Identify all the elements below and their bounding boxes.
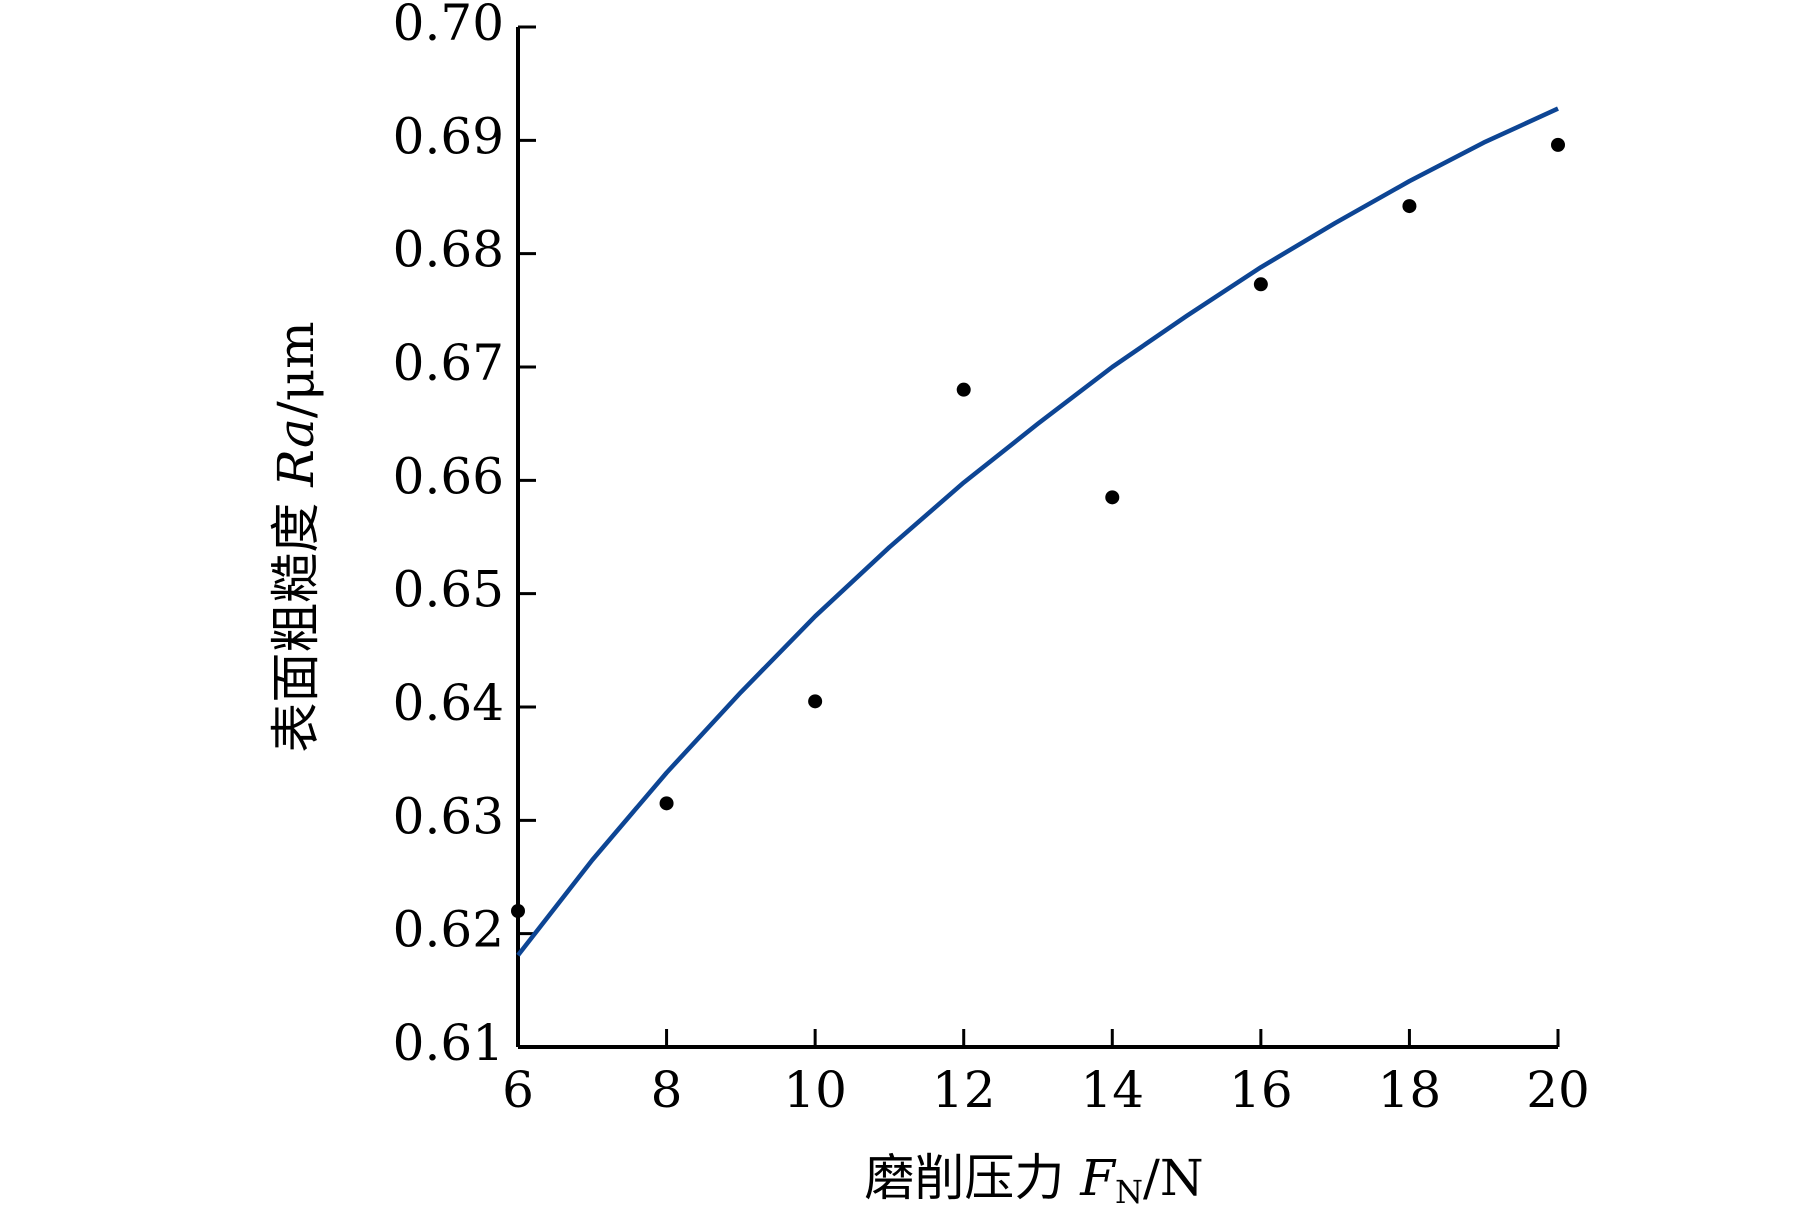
x-tick-label: 14 xyxy=(1080,1061,1144,1119)
y-tick-label: 0.65 xyxy=(393,561,504,619)
y-axis-title-unit: /μm xyxy=(267,321,325,418)
y-tick-label: 0.64 xyxy=(393,674,504,732)
data-point xyxy=(808,694,823,709)
y-tick-label: 0.69 xyxy=(393,107,504,165)
data-point xyxy=(659,796,674,811)
x-tick-label: 8 xyxy=(651,1061,683,1119)
data-point xyxy=(511,904,525,918)
y-tick-label: 0.62 xyxy=(393,901,504,959)
data-point xyxy=(956,382,971,397)
y-tick-label: 0.63 xyxy=(393,787,504,845)
x-axis-title-symbol: F xyxy=(1079,1149,1117,1207)
x-tick-label: 16 xyxy=(1229,1061,1293,1119)
y-tick-label: 0.70 xyxy=(393,0,504,52)
y-tick-label: 0.61 xyxy=(393,1014,504,1072)
fit-curve xyxy=(516,106,1559,957)
y-tick-label: 0.66 xyxy=(393,447,504,505)
data-point xyxy=(1402,199,1417,214)
data-point xyxy=(1253,277,1268,292)
svg-text:表面粗糙度 Ra/μm: 表面粗糙度 Ra/μm xyxy=(267,321,325,752)
x-tick-label: 12 xyxy=(932,1061,996,1119)
data-point xyxy=(1105,490,1120,505)
x-tick-label: 10 xyxy=(783,1061,847,1119)
x-tick-label: 20 xyxy=(1526,1061,1590,1119)
x-axis-title-unit: /N xyxy=(1143,1149,1204,1207)
x-axis-title: 磨削压力 FN/N xyxy=(864,1149,1203,1211)
y-tick-label: 0.67 xyxy=(393,334,504,392)
x-axis-title-subscript: N xyxy=(1115,1173,1143,1211)
y-tick-label: 0.68 xyxy=(393,221,504,279)
y-axis-title: 表面粗糙度 Ra/μm xyxy=(267,321,325,752)
x-tick-label: 6 xyxy=(502,1061,534,1119)
x-axis-title-prefix: 磨削压力 xyxy=(864,1149,1080,1207)
y-axis-title-prefix: 表面粗糙度 xyxy=(267,487,325,753)
x-tick-label: 18 xyxy=(1378,1061,1442,1119)
data-point xyxy=(1551,137,1565,152)
y-axis-title-symbol: Ra xyxy=(267,418,325,488)
